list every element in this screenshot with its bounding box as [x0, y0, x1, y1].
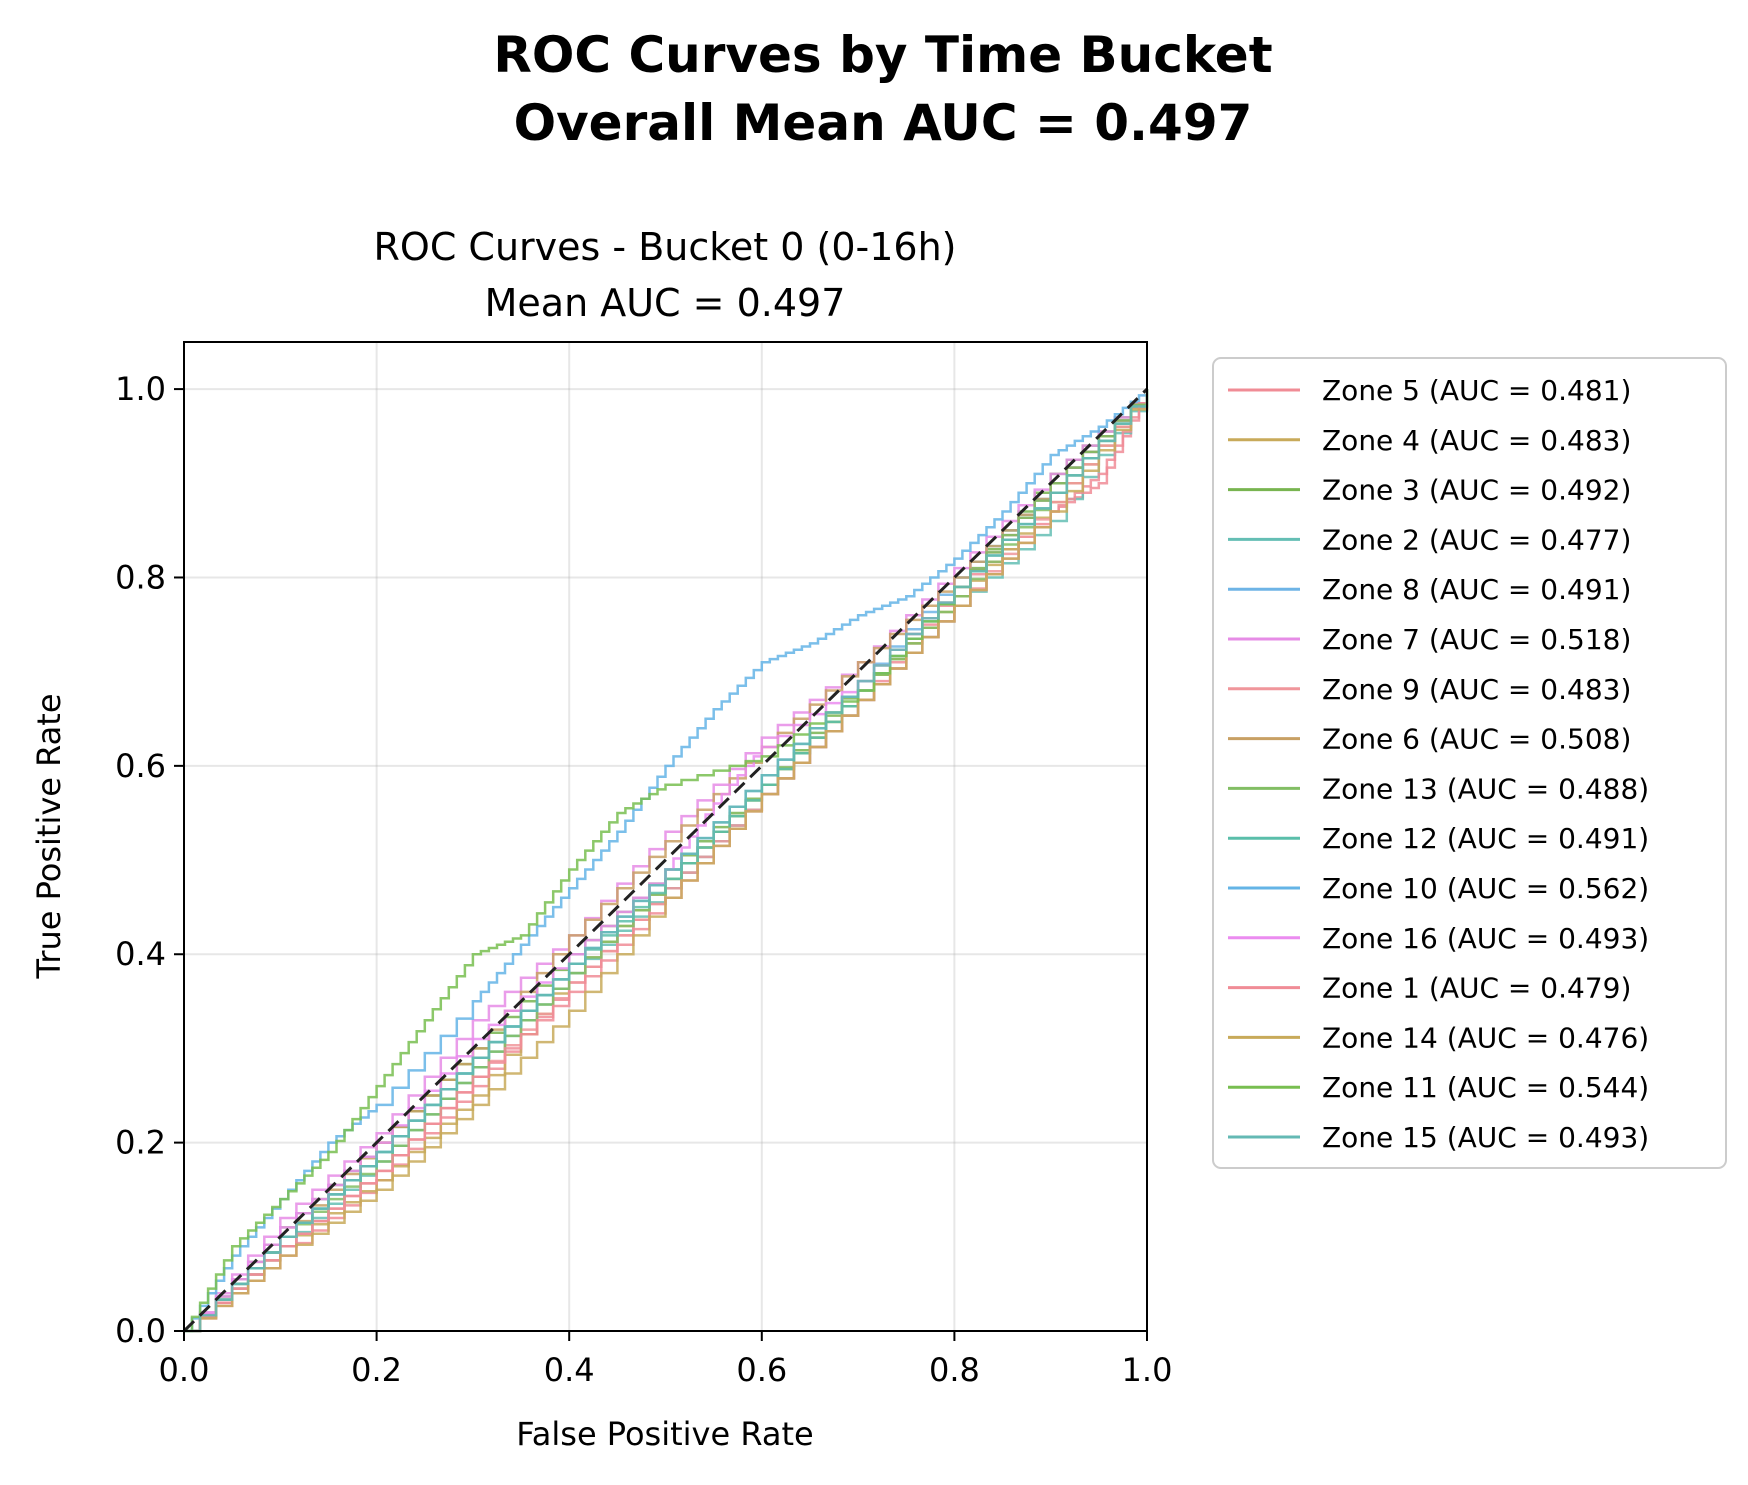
legend-entry-label: Zone 14 (AUC = 0.476) — [1322, 1021, 1649, 1054]
y-tick-label: 0.6 — [115, 747, 166, 785]
x-tick-label: 0.2 — [351, 1351, 402, 1389]
y-tick-label: 0.8 — [115, 558, 166, 596]
roc-curve-zone-15 — [184, 389, 1149, 1333]
roc-curve-zone-10 — [184, 389, 1149, 1333]
reference-diagonal-line — [182, 388, 1149, 1333]
x-tick-label: 0.6 — [736, 1351, 787, 1389]
x-tick-label: 0.4 — [544, 1351, 595, 1389]
x-tick-label: 0.0 — [159, 1351, 210, 1389]
y-tick-label: 0.4 — [115, 935, 166, 973]
x-tick-label: 0.8 — [929, 1351, 980, 1389]
roc-curve-zone-5 — [184, 389, 1149, 1333]
y-axis-ticks: 0.0 0.2 0.4 0.6 0.8 1.0 — [115, 370, 184, 1350]
legend-entry-label: Zone 1 (AUC = 0.479) — [1322, 972, 1631, 1005]
legend-entry-label: Zone 10 (AUC = 0.562) — [1322, 872, 1649, 905]
legend-entry-label: Zone 3 (AUC = 0.492) — [1322, 474, 1631, 507]
reference-diagonal — [182, 388, 1149, 1333]
legend-entry-label: Zone 16 (AUC = 0.493) — [1322, 922, 1649, 955]
x-axis-ticks: 0.0 0.2 0.4 0.6 0.8 1.0 — [159, 1331, 1173, 1389]
legend-entry-label: Zone 12 (AUC = 0.491) — [1322, 822, 1649, 855]
legend-entry-label: Zone 15 (AUC = 0.493) — [1322, 1121, 1649, 1154]
legend-entry-label: Zone 2 (AUC = 0.477) — [1322, 523, 1631, 556]
x-axis-label: False Positive Rate — [516, 1415, 813, 1453]
roc-curve-zone-13 — [184, 389, 1149, 1333]
legend-entry-label: Zone 9 (AUC = 0.483) — [1322, 673, 1631, 706]
legend-entry-label: Zone 6 (AUC = 0.508) — [1322, 723, 1631, 756]
legend-entry-label: Zone 13 (AUC = 0.488) — [1322, 772, 1649, 805]
y-tick-label: 0.0 — [115, 1312, 166, 1350]
x-tick-label: 1.0 — [1122, 1351, 1173, 1389]
legend-entry-label: Zone 5 (AUC = 0.481) — [1322, 374, 1631, 407]
legend-entry-label: Zone 8 (AUC = 0.491) — [1322, 573, 1631, 606]
y-tick-label: 0.2 — [115, 1124, 166, 1162]
legend-entry-label: Zone 4 (AUC = 0.483) — [1322, 424, 1631, 457]
legend-box — [1212, 357, 1727, 1169]
legend: Zone 5 (AUC = 0.481) Zone 4 (AUC = 0.483)… — [1228, 374, 1649, 1154]
axes-title-line1: ROC Curves - Bucket 0 (0-16h) — [374, 225, 957, 269]
axes-title-line2: Mean AUC = 0.497 — [485, 281, 846, 325]
legend-entry-label: Zone 7 (AUC = 0.518) — [1322, 623, 1631, 656]
y-axis-label: True Positive Rate — [30, 693, 68, 979]
plot-frame — [183, 341, 1148, 1332]
y-tick-label: 1.0 — [115, 370, 166, 408]
legend-entry-label: Zone 11 (AUC = 0.544) — [1322, 1071, 1649, 1104]
suptitle-line2: Overall Mean AUC = 0.497 — [514, 94, 1253, 152]
suptitle-line1: ROC Curves by Time Bucket — [493, 26, 1272, 84]
